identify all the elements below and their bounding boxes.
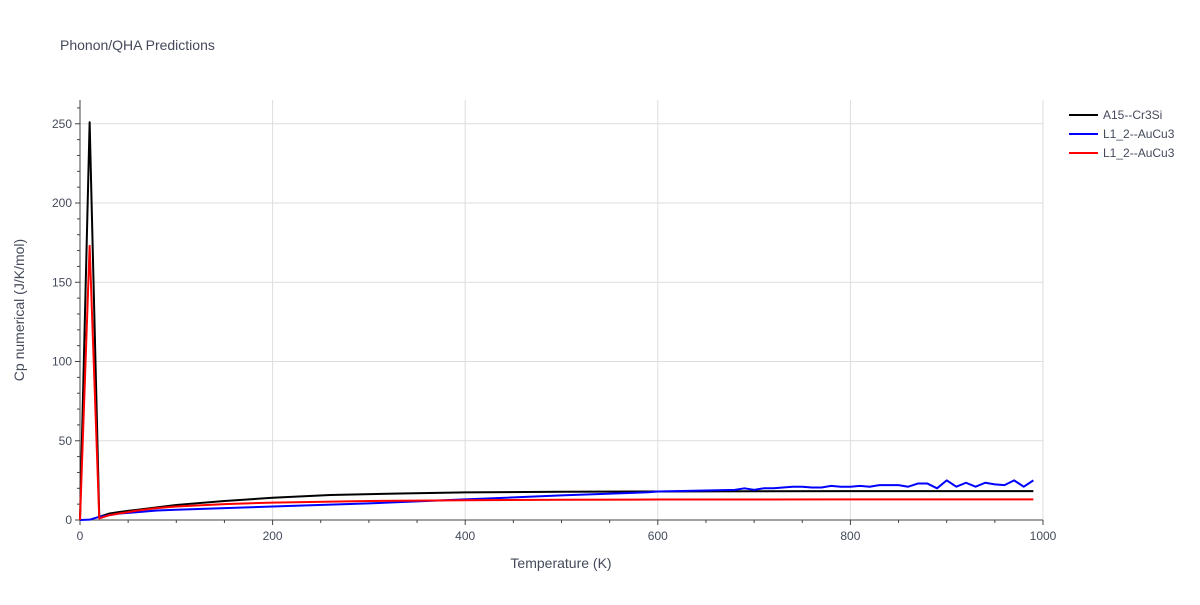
x-tick-label: 1000 bbox=[1030, 529, 1057, 543]
axes bbox=[75, 100, 1044, 525]
y-tick-label: 0 bbox=[65, 513, 72, 527]
x-tick-label: 600 bbox=[648, 529, 668, 543]
x-tick-label: 800 bbox=[840, 529, 860, 543]
legend-label: A15--Cr3Si bbox=[1103, 108, 1162, 122]
legend-label: L1_2--AuCu3 bbox=[1103, 146, 1175, 160]
legend-item-2[interactable]: L1_2--AuCu3 bbox=[1069, 127, 1175, 141]
grid bbox=[80, 100, 1044, 520]
x-axis-title: Temperature (K) bbox=[510, 555, 611, 571]
y-tick-label: 50 bbox=[59, 434, 73, 448]
chart-title: Phonon/QHA Predictions bbox=[60, 37, 215, 53]
series-line-1 bbox=[79, 121, 1034, 521]
y-tick-label: 200 bbox=[52, 196, 72, 210]
series-line-2 bbox=[79, 479, 1034, 521]
legend-item-3[interactable]: L1_2--AuCu3 bbox=[1069, 146, 1175, 160]
x-tick-label: 0 bbox=[77, 529, 84, 543]
x-tick-label: 200 bbox=[263, 529, 283, 543]
legend-label: L1_2--AuCu3 bbox=[1103, 127, 1175, 141]
y-axis-title: Cp numerical (J/K/mol) bbox=[11, 239, 27, 381]
y-tick-label: 150 bbox=[52, 275, 72, 289]
legend-item-1[interactable]: A15--Cr3Si bbox=[1069, 108, 1162, 122]
tick-labels: 0 200 400 600 800 1000 0 50 100 150 200 250 bbox=[52, 117, 1057, 543]
y-tick-label: 250 bbox=[52, 117, 72, 131]
series-area bbox=[79, 121, 1034, 521]
legend[interactable]: A15--Cr3Si L1_2--AuCu3 L1_2--AuCu3 bbox=[1069, 108, 1175, 160]
x-tick-label: 400 bbox=[455, 529, 475, 543]
series-line-3 bbox=[79, 244, 1034, 521]
y-tick-label: 100 bbox=[52, 355, 72, 369]
